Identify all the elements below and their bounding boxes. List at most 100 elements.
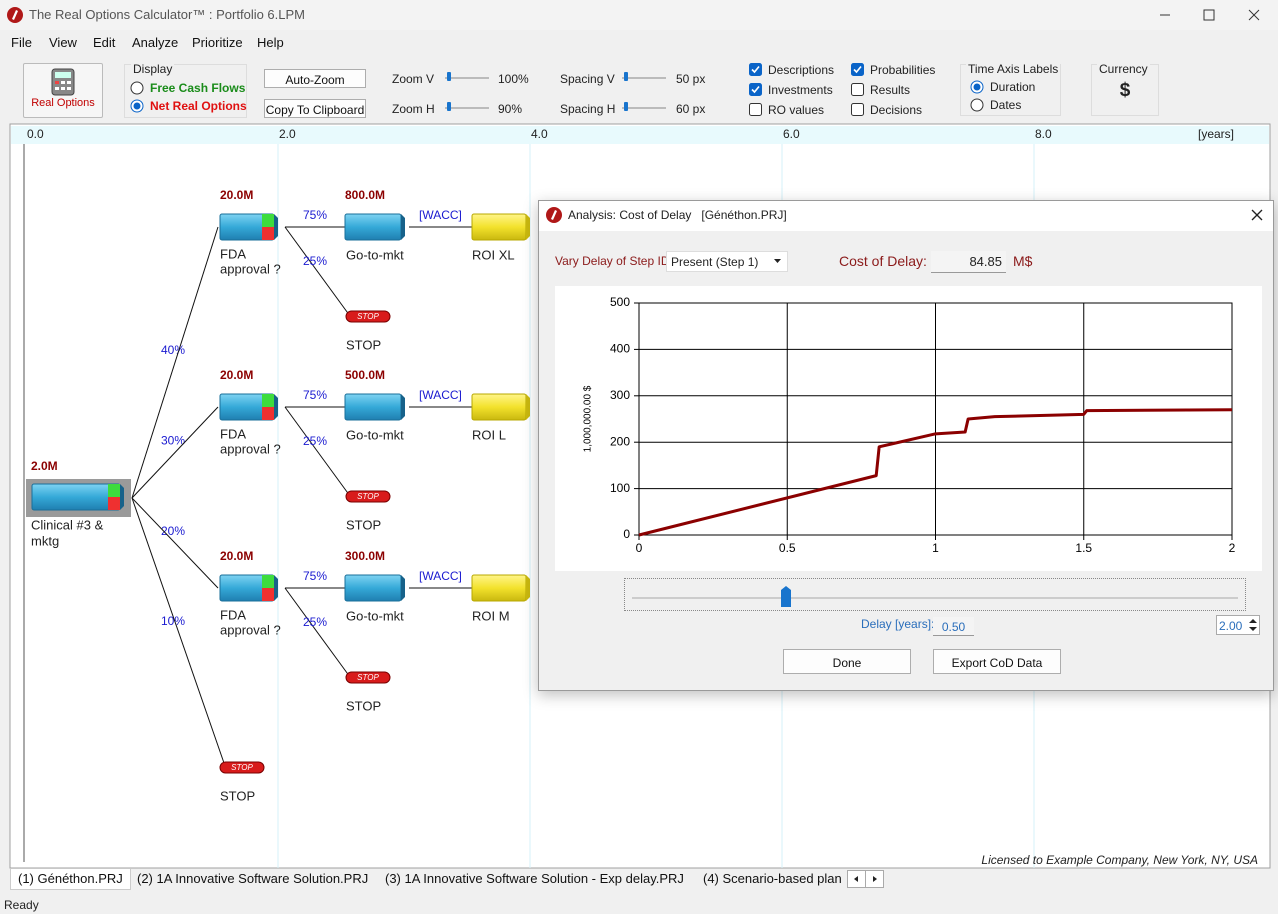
time-axis-option[interactable]: Duration	[990, 80, 1036, 94]
display-group-title: Display	[131, 62, 175, 76]
node-label: Go-to-mkt	[346, 427, 404, 442]
slider[interactable]	[620, 100, 668, 116]
checkbox-label[interactable]: RO values	[768, 103, 825, 117]
radio-button[interactable]	[970, 98, 984, 112]
real-options-label: Real Options	[31, 97, 95, 109]
tree-link	[131, 406, 219, 499]
radio-button[interactable]	[130, 99, 144, 113]
title-bar	[0, 0, 1278, 30]
currency-symbol[interactable]: $	[1119, 80, 1131, 101]
checkbox[interactable]	[851, 83, 865, 97]
project-tab[interactable]: (4) Scenario-based plan	[703, 871, 842, 886]
checkbox[interactable]	[749, 103, 763, 117]
checkbox-label[interactable]: Results	[870, 83, 911, 97]
radio-dot	[133, 102, 141, 110]
branch-probability: 75%	[303, 388, 327, 402]
checkbox[interactable]	[851, 63, 865, 77]
toolbar-button[interactable]: Copy To Clipboard	[264, 99, 366, 118]
toolbar-button[interactable]: Auto-Zoom	[264, 69, 366, 88]
slider[interactable]	[443, 70, 491, 86]
checkbox[interactable]	[851, 103, 865, 117]
delay-max-spinner[interactable]: 2.00	[1216, 615, 1260, 635]
delay-value: 0.50	[933, 617, 974, 636]
tree-link	[284, 587, 351, 678]
radio-button[interactable]	[970, 80, 984, 94]
checkbox-label[interactable]: Descriptions	[768, 63, 835, 77]
tree-link	[131, 497, 219, 589]
node-body	[344, 213, 402, 241]
checkbox-box	[851, 63, 864, 76]
node-body	[471, 213, 527, 241]
app-icon	[7, 7, 23, 23]
node-end	[274, 394, 278, 420]
cost-of-delay-chart: 0 100 200 300 400 500 0 0.5 1 1.5 2 1,000,000.00 $	[555, 286, 1262, 571]
discount-rate: [WACC]	[419, 208, 462, 222]
node-flag-green	[262, 394, 274, 407]
dialog-button[interactable]: Export CoD Data	[933, 649, 1061, 674]
menu-item[interactable]: Help	[257, 35, 284, 50]
branch-probability: 40%	[161, 343, 185, 357]
slider[interactable]	[443, 100, 491, 116]
tab-scroll-buttons[interactable]	[847, 870, 885, 888]
checkbox[interactable]	[749, 83, 763, 97]
discount-rate: [WACC]	[419, 569, 462, 583]
dialog-button[interactable]: Done	[783, 649, 911, 674]
step-dropdown[interactable]: Present (Step 1)	[666, 251, 788, 272]
menu-item[interactable]: Edit	[93, 35, 116, 50]
radio-ring	[130, 81, 144, 95]
stop-badge-text: STOP	[357, 312, 379, 321]
dialog-title: Analysis: Cost of Delay [Généthon.PRJ]	[568, 208, 787, 222]
delay-slider[interactable]	[624, 578, 1246, 611]
node-label: approval ?	[220, 622, 281, 637]
checkmark	[853, 65, 862, 74]
menu-item[interactable]: Prioritize	[192, 35, 243, 50]
node-body	[344, 393, 402, 421]
slider-label: Spacing H	[560, 102, 616, 116]
radio-dot	[973, 83, 981, 91]
branch-probability: 25%	[303, 434, 327, 448]
project-tab[interactable]: (2) 1A Innovative Software Solution.PRJ	[137, 871, 369, 886]
node-value: 20.0M	[220, 368, 253, 382]
dropdown-arrow	[774, 259, 781, 263]
plot-frame	[638, 302, 1233, 536]
project-tab[interactable]: (3) 1A Innovative Software Solution - Ex…	[385, 871, 684, 886]
cost-value: 84.85	[931, 251, 1006, 273]
dialog-icon	[546, 207, 562, 223]
discount-rate: [WACC]	[419, 388, 462, 402]
node-flag-green	[262, 214, 274, 227]
node-end	[401, 394, 405, 420]
project-tab[interactable]: (1) Généthon.PRJ	[10, 869, 131, 890]
radio-button[interactable]	[130, 81, 144, 95]
window-controls[interactable]	[1150, 5, 1275, 25]
time-axis-option[interactable]: Dates	[990, 98, 1022, 112]
dialog-close[interactable]	[1250, 208, 1264, 222]
data-line	[638, 408, 1233, 537]
checkbox-label[interactable]: Decisions	[870, 103, 923, 117]
step-node	[344, 213, 405, 241]
step-node	[344, 574, 405, 602]
node-label: FDA	[220, 246, 246, 261]
menu-item[interactable]: Analyze	[132, 35, 179, 50]
slider[interactable]	[620, 70, 668, 86]
branch-probability: 30%	[161, 433, 185, 447]
vary-label: Vary Delay of Step ID:	[555, 254, 673, 268]
x-tick-label: 0	[636, 541, 643, 555]
node-value: 20.0M	[220, 549, 253, 563]
branch-probability: 25%	[303, 615, 327, 629]
checkbox-label[interactable]: Investments	[768, 83, 833, 97]
tree-link	[131, 497, 225, 764]
checkbox-label[interactable]: Probabilities	[870, 63, 936, 77]
x-tick-label: 0.5	[779, 541, 796, 555]
node-value: 300.0M	[345, 549, 385, 563]
node-label: FDA	[220, 426, 246, 441]
radio-ring	[970, 98, 984, 112]
node-label: Clinical #3 &	[31, 517, 104, 532]
checkbox[interactable]	[749, 63, 763, 77]
step-node	[31, 483, 124, 511]
step-node	[344, 393, 405, 421]
spinner-arrows[interactable]	[1247, 617, 1259, 633]
timeline-label: 2.0	[279, 127, 296, 141]
timeline-label: 6.0	[783, 127, 800, 141]
menu-item[interactable]: View	[49, 35, 77, 50]
menu-item[interactable]: File	[11, 35, 32, 50]
